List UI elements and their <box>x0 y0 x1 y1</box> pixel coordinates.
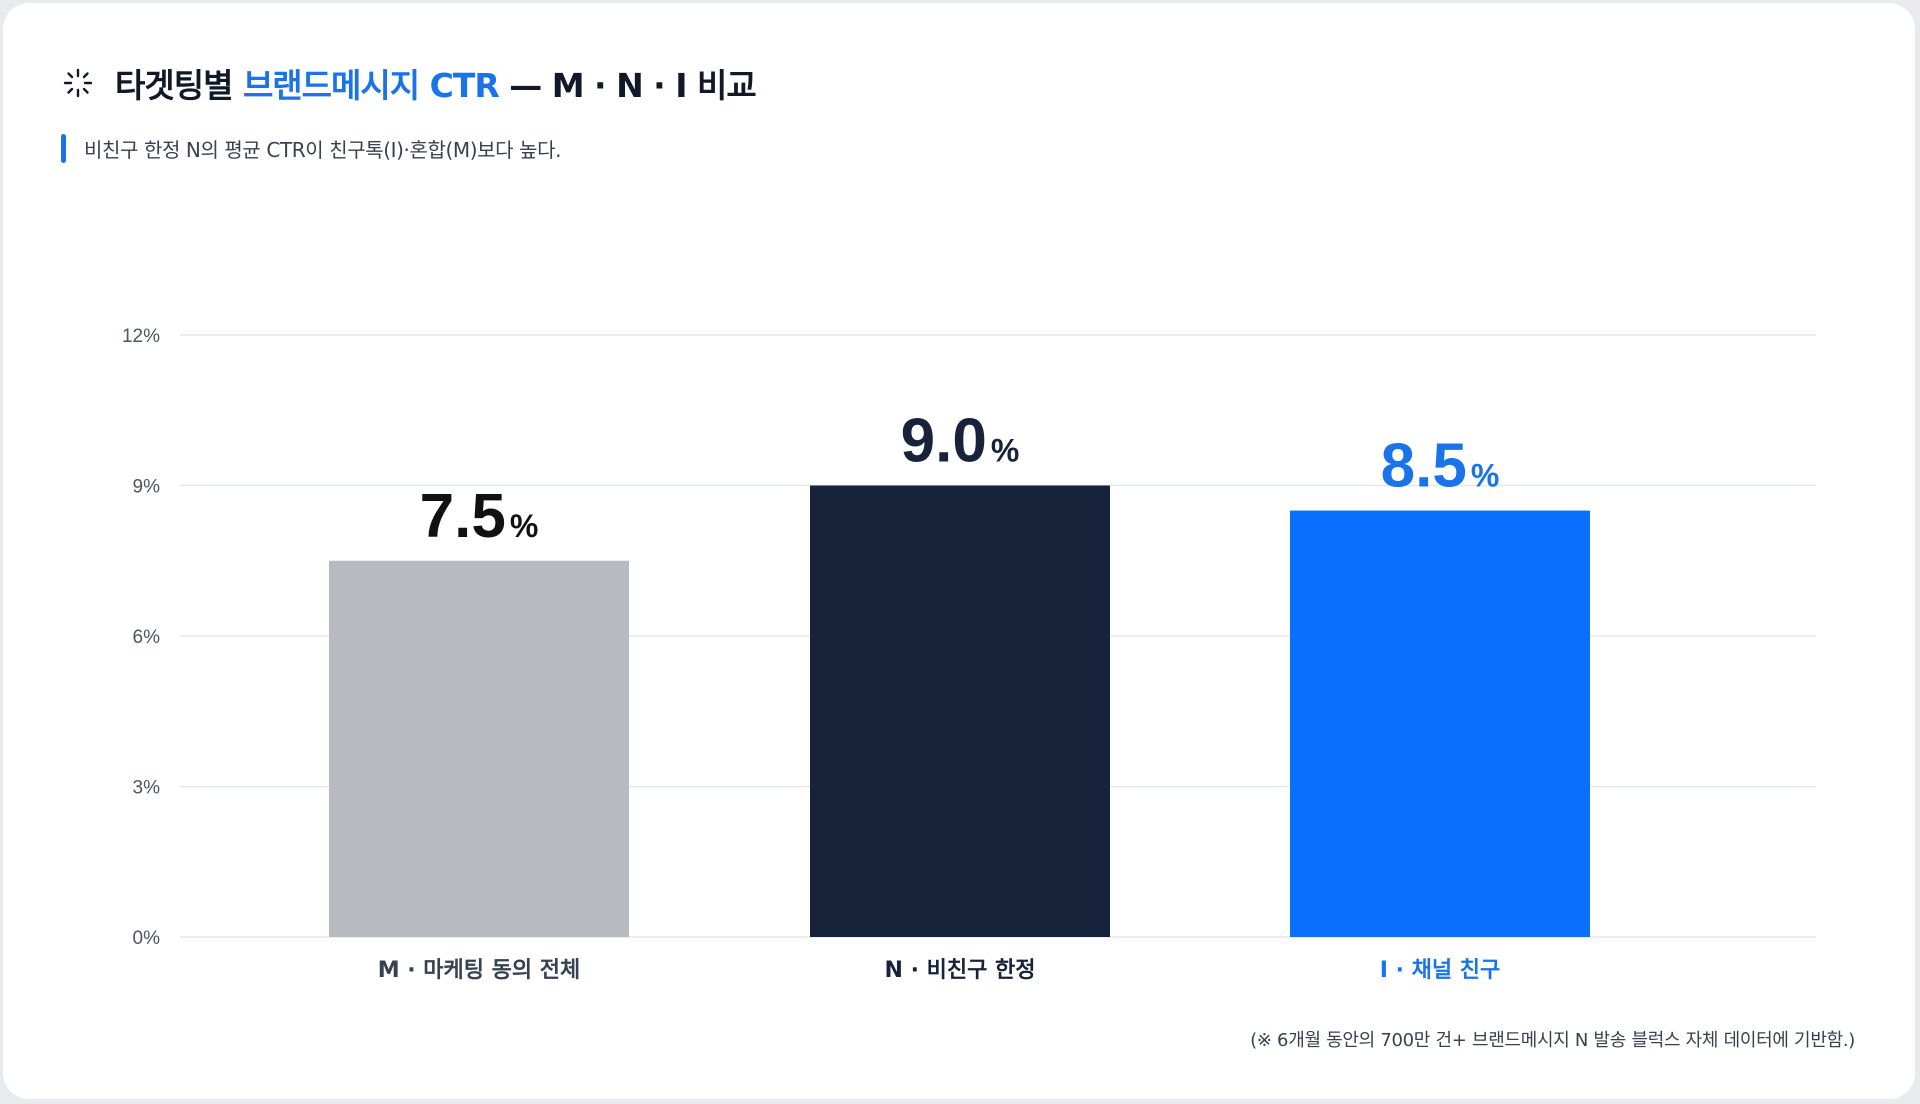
footnote: (※ 6개월 동안의 700만 건+ 브랜드메시지 N 발송 블럭스 자체 데이… <box>1250 1030 1855 1051</box>
y-tick-label: 6% <box>133 627 161 648</box>
x-tick-label: I · 채널 친구 <box>1380 958 1500 983</box>
title-row: 타겟팅별 브랜드메시지 CTR — M · N · I 비교 <box>63 59 757 107</box>
bar <box>1290 510 1590 937</box>
page-title: 타겟팅별 브랜드메시지 CTR — M · N · I 비교 <box>115 59 757 107</box>
title-prefix: 타겟팅별 <box>115 66 243 105</box>
data-label: 8.5% <box>1381 432 1500 501</box>
bar-chart: 0% 3% 6% 9% 12% 7.5 % M · 마케팅 동의 전체 9.0 % N · 비친구 … <box>122 326 1816 983</box>
y-tick-label: 9% <box>133 477 161 498</box>
title-accent: 브랜드메시지 CTR <box>242 66 500 105</box>
bar <box>810 485 1110 937</box>
title-suffix: — M · N · I 비교 <box>498 66 756 105</box>
y-tick-label: 12% <box>122 326 160 347</box>
subtitle-row: 비친구 한정 N의 평균 CTR이 친구톡(I)·혼합(M)보다 높다. <box>61 133 561 163</box>
bar <box>329 560 629 937</box>
x-tick-label: M · 마케팅 동의 전체 <box>378 958 581 983</box>
sparkle-icon <box>63 68 93 98</box>
y-tick-label: 0% <box>133 928 161 949</box>
data-label: 7.5% <box>420 482 539 551</box>
subtitle-accent-bar <box>61 133 66 163</box>
x-tick-label: N · 비친구 한정 <box>885 958 1036 983</box>
chart-card: 타겟팅별 브랜드메시지 CTR — M · N · I 비교 비친구 한정 N의… <box>3 3 1915 1099</box>
y-tick-label: 3% <box>133 778 161 799</box>
data-label: 9.0% <box>901 407 1020 476</box>
subtitle: 비친구 한정 N의 평균 CTR이 친구톡(I)·혼합(M)보다 높다. <box>84 137 562 162</box>
